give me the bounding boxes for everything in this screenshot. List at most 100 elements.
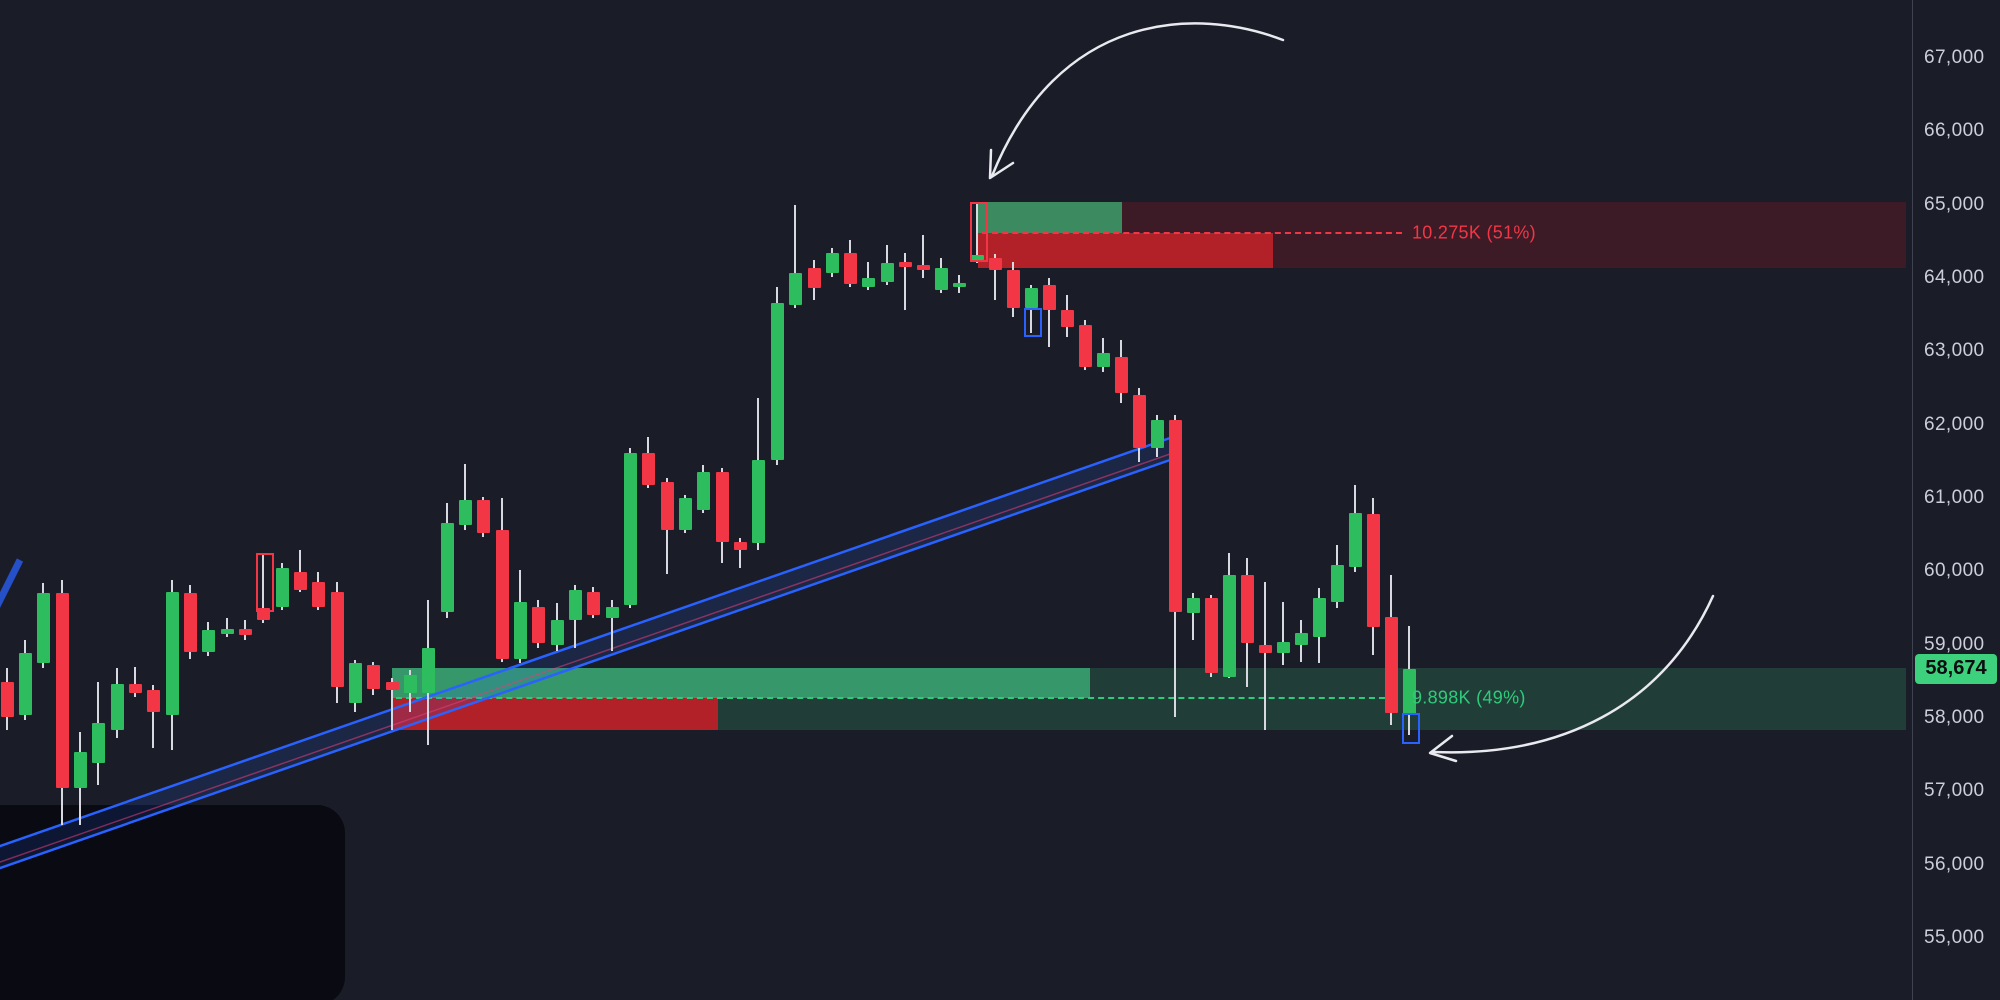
candle-up	[458, 500, 472, 526]
candle-up	[1348, 513, 1362, 568]
candle-down	[385, 682, 399, 691]
candle-down	[916, 265, 930, 271]
candle-wick	[464, 463, 466, 531]
candle-up	[568, 590, 582, 621]
candle-up	[165, 592, 179, 716]
candle-down	[641, 452, 655, 486]
candle-up	[1024, 288, 1038, 309]
candle-down	[1060, 310, 1074, 328]
candle-down	[1258, 645, 1272, 654]
demand-zone-midline	[396, 697, 1395, 700]
candle-down	[1078, 324, 1092, 368]
supply-zone-box-0	[978, 202, 1122, 234]
candle-up	[623, 453, 637, 606]
candle-up	[91, 723, 105, 764]
candle-down	[1384, 617, 1398, 714]
axis-tick-label: 67,000	[1924, 47, 1985, 68]
candle-up	[825, 253, 839, 273]
candle-up	[751, 460, 765, 544]
axis-tick-label: 64,000	[1924, 266, 1985, 288]
candle-up	[201, 629, 215, 652]
candle-wick	[922, 235, 924, 278]
axis-tick-label: 60,000	[1924, 560, 1985, 582]
candle-wick	[391, 678, 393, 731]
candle-up	[1186, 598, 1200, 614]
candle-down	[586, 592, 600, 616]
axis-tick-label: 58,000	[1924, 706, 1985, 728]
candle-down	[733, 541, 747, 551]
axis-tick-label: 65,000	[1924, 193, 1985, 215]
marked-candle-box	[256, 552, 274, 612]
candle-up	[1294, 633, 1308, 646]
candle-up	[18, 653, 32, 716]
axis-tick-label: 59,000	[1924, 633, 1985, 655]
candle-wick	[1264, 582, 1266, 731]
candle-wick	[794, 205, 796, 309]
candle-up	[1312, 598, 1326, 638]
candle-wick	[134, 667, 136, 698]
candle-up	[73, 752, 87, 789]
candle-wick	[226, 618, 228, 638]
candle-wick	[904, 253, 906, 311]
candle-up	[880, 263, 894, 282]
candle-up	[1150, 420, 1164, 449]
candle-up	[36, 593, 50, 663]
candle-down	[1042, 285, 1056, 311]
candle-up	[788, 272, 802, 306]
candle-down	[660, 482, 674, 531]
candle-down	[146, 690, 160, 713]
candle-down	[1240, 575, 1254, 644]
demand-zone-box-1	[392, 698, 718, 731]
candle-down	[183, 593, 197, 652]
candle-down	[1366, 514, 1380, 628]
candle-down	[0, 682, 14, 718]
marked-candle-box	[970, 202, 988, 263]
candle-wick	[299, 550, 301, 593]
candle-up	[403, 675, 417, 694]
candle-up	[861, 277, 875, 288]
candle-down	[807, 268, 821, 289]
candle-up	[678, 497, 692, 531]
candle-down	[476, 500, 490, 534]
candle-down	[843, 253, 857, 285]
candle-up	[1276, 642, 1290, 654]
axis-tick-label: 66,000	[1924, 120, 1985, 142]
marked-candle-box	[1024, 308, 1042, 337]
candle-up	[970, 255, 984, 261]
candle-down	[311, 582, 325, 608]
axis-tick-label: 55,000	[1924, 926, 1985, 948]
candle-wick	[976, 202, 978, 264]
candle-down	[330, 592, 344, 688]
candle-wick	[994, 254, 996, 300]
axis-tick-label: 56,000	[1924, 853, 1985, 875]
axis-tick-label: 57,000	[1924, 780, 1985, 802]
candle-up	[421, 648, 435, 694]
candle-wick	[1282, 602, 1284, 666]
candle-up	[110, 683, 124, 731]
candle-up	[696, 472, 710, 511]
candle-up	[440, 522, 454, 613]
candle-up	[952, 283, 966, 288]
candle-up	[275, 568, 289, 608]
candle-wick	[262, 552, 264, 623]
candle-up	[550, 620, 564, 646]
chart-canvas[interactable]: 10.275K (51%) 9.898K (49%) RMCHARTS_IR R…	[0, 0, 1912, 1000]
candle-wick	[611, 599, 613, 651]
axis-tick-label: 61,000	[1924, 486, 1985, 508]
candle-down	[238, 628, 252, 636]
candle-down	[128, 683, 142, 694]
candle-up	[348, 662, 362, 703]
candle-wick	[152, 684, 154, 749]
current-price-badge: 58,674	[1915, 653, 1997, 684]
candle-up	[1402, 668, 1416, 716]
candle-up	[513, 602, 527, 659]
candle-up	[770, 302, 784, 461]
supply-zone-volume-label: 10.275K (51%)	[1412, 222, 1536, 243]
candle-up	[605, 607, 619, 619]
candle-wick	[739, 538, 741, 569]
demand-zone-volume-label: 9.898K (49%)	[1412, 687, 1526, 708]
candle-down	[1132, 395, 1146, 449]
candle-down	[531, 607, 545, 644]
price-axis[interactable]: 58,674 67,000 66,000 65,000 64,000 63,000 62,…	[1912, 0, 2000, 1000]
